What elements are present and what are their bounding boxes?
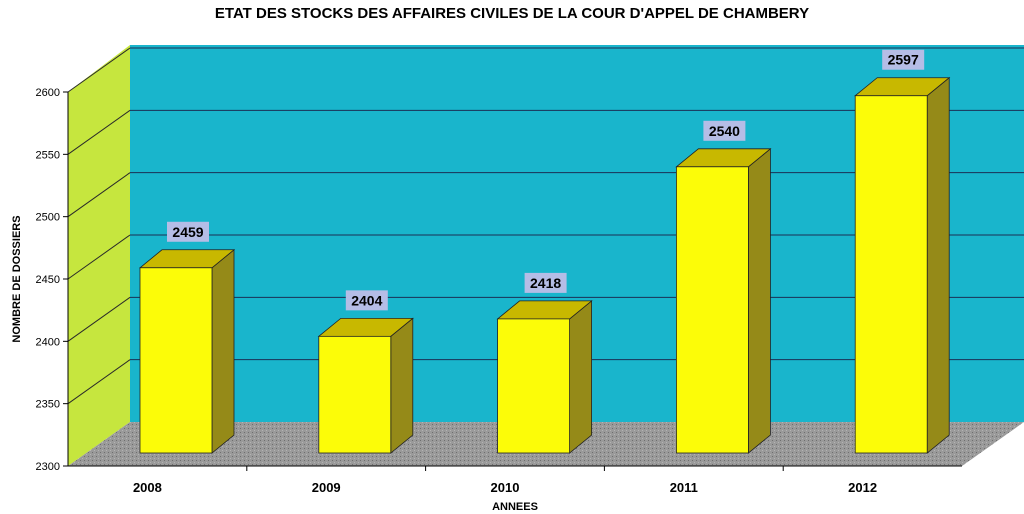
data-label: 2597 xyxy=(888,52,919,68)
y-tick-label: 2450 xyxy=(36,274,60,286)
y-axis-title: NOMBRE DE DOSSIERS xyxy=(11,215,23,342)
y-tick-label: 2600 xyxy=(36,87,60,99)
x-axis-title: ANNEES xyxy=(492,501,538,513)
gridline-diagonal xyxy=(67,109,131,155)
bar-side xyxy=(748,147,771,454)
bar-2010: 2418 xyxy=(496,272,593,454)
bar xyxy=(676,166,749,454)
bar-side xyxy=(211,248,235,454)
bar-side xyxy=(569,300,592,454)
x-tick-label: 2009 xyxy=(312,480,341,495)
bars: 2459 2404 2418 2540 2597 xyxy=(138,49,951,454)
x-tick-label: 2011 xyxy=(670,480,698,495)
x-tick-labels: 2008 2009 2010 2011 2012 xyxy=(133,480,877,495)
bar-side xyxy=(390,317,414,454)
x-tick-label: 2008 xyxy=(133,480,162,495)
bar xyxy=(139,267,213,454)
y-tick-labels: 2300 2350 2400 2450 2500 2550 2600 xyxy=(36,87,68,473)
x-tick-label: 2010 xyxy=(491,480,520,495)
left-wall xyxy=(68,45,130,466)
bar-2011: 2540 xyxy=(675,120,772,454)
data-label-box xyxy=(703,120,746,141)
data-label: 2418 xyxy=(530,275,561,291)
bar-side xyxy=(926,76,950,454)
bar xyxy=(854,95,928,454)
bar xyxy=(318,335,392,454)
y-tick-label: 2400 xyxy=(36,336,60,348)
gridline-diagonal xyxy=(67,359,131,405)
bar-2012: 2597 xyxy=(854,49,951,454)
bar-2008: 2459 xyxy=(138,221,236,454)
bar-2009: 2404 xyxy=(317,290,414,454)
gridline-diagonal xyxy=(67,172,131,218)
y-tick-label: 2500 xyxy=(36,212,60,224)
y-tick-label: 2550 xyxy=(36,149,60,161)
bar xyxy=(497,318,571,454)
gridline-diagonal xyxy=(67,296,131,342)
x-tick-label: 2012 xyxy=(848,480,877,495)
chart-title: ETAT DES STOCKS DES AFFAIRES CIVILES DE … xyxy=(215,5,809,22)
data-label-box xyxy=(524,272,567,293)
y-tick-label: 2300 xyxy=(36,461,60,473)
y-tick-label: 2350 xyxy=(36,399,60,411)
data-label: 2404 xyxy=(351,292,382,308)
data-label-box xyxy=(167,221,209,242)
gridline-diagonal xyxy=(67,47,131,93)
data-label: 2459 xyxy=(172,224,203,240)
x-axis-ticks xyxy=(246,466,784,471)
data-label: 2540 xyxy=(709,123,740,139)
data-label-box xyxy=(345,290,388,311)
gridline-diagonal xyxy=(67,234,131,280)
data-label-box xyxy=(882,49,925,70)
